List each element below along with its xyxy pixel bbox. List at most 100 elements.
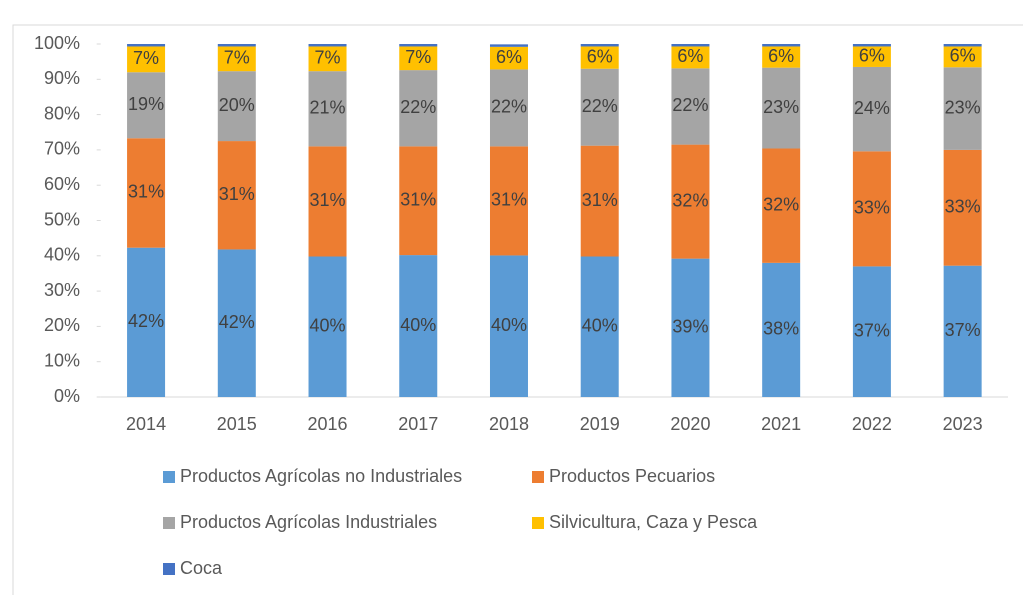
bar-segment [399, 255, 438, 397]
x-tick-label: 2020 [670, 414, 710, 434]
y-tick-label: 50% [44, 209, 80, 229]
bar-segment [943, 46, 982, 68]
bar-segment [217, 44, 256, 47]
y-tick-label: 60% [44, 174, 80, 194]
value-label: 7% [224, 48, 250, 68]
bar-segment [671, 44, 710, 47]
bar-segment [308, 71, 347, 147]
bar-segment [127, 46, 166, 73]
value-label: 6% [768, 46, 794, 66]
y-tick-label: 0% [54, 386, 80, 406]
bar-segment [217, 46, 256, 72]
value-label: 19% [128, 94, 164, 114]
value-label: 33% [854, 198, 890, 218]
bar-segment [217, 71, 256, 142]
bar-segment [852, 66, 891, 152]
y-tick-label: 40% [44, 245, 80, 265]
legend-label: Productos Agrícolas Industriales [180, 512, 437, 532]
bar-segment [399, 146, 438, 256]
legend-swatch [532, 471, 544, 483]
bar-segment [127, 72, 166, 139]
bar-segment [762, 44, 801, 47]
bar-segment [127, 247, 166, 397]
bar-segment [671, 46, 710, 69]
bar-segment [399, 46, 438, 71]
bar-segment [489, 46, 528, 70]
value-label: 42% [219, 312, 255, 332]
value-label: 31% [128, 182, 164, 202]
legend-label: Coca [180, 558, 223, 578]
bar-segment [308, 146, 347, 257]
value-label: 37% [945, 320, 981, 340]
value-label: 31% [582, 190, 618, 210]
bar-segment [943, 265, 982, 397]
legend-swatch [163, 471, 175, 483]
value-label: 22% [582, 96, 618, 116]
value-label: 31% [310, 190, 346, 210]
value-label: 40% [310, 316, 346, 336]
value-label: 7% [405, 47, 431, 67]
value-label: 6% [677, 46, 703, 66]
value-label: 7% [315, 48, 341, 68]
y-tick-label: 30% [44, 280, 80, 300]
value-label: 6% [950, 46, 976, 66]
bar-segment [580, 256, 619, 397]
bar-segment [852, 44, 891, 47]
value-label: 40% [491, 315, 527, 335]
bar-segment [762, 148, 801, 263]
x-tick-label: 2015 [217, 414, 257, 434]
bar-segment [399, 44, 438, 47]
bar-segment [580, 44, 619, 47]
value-label: 33% [945, 197, 981, 217]
y-tick-label: 90% [44, 68, 80, 88]
y-tick-label: 80% [44, 103, 80, 123]
bar-segment [943, 44, 982, 47]
x-tick-label: 2016 [308, 414, 348, 434]
x-tick-label: 2022 [852, 414, 892, 434]
bar-segment [217, 141, 256, 250]
bar-segment [580, 46, 619, 69]
bar-segment [762, 262, 801, 397]
value-label: 24% [854, 98, 890, 118]
bar-segment [399, 70, 438, 147]
value-label: 31% [219, 184, 255, 204]
value-label: 31% [491, 190, 527, 210]
value-label: 6% [859, 45, 885, 65]
y-tick-label: 20% [44, 315, 80, 335]
bar-segment [308, 256, 347, 397]
bar-segment [308, 46, 347, 72]
legend-swatch [163, 517, 175, 529]
legend-swatch [163, 563, 175, 575]
value-label: 22% [400, 97, 436, 117]
bar-segment [671, 68, 710, 145]
value-label: 37% [854, 320, 890, 340]
y-tick-label: 100% [34, 33, 80, 53]
bar-segment [489, 255, 528, 397]
value-label: 6% [496, 47, 522, 67]
value-label: 32% [672, 190, 708, 210]
legend-label: Productos Agrícolas no Industriales [180, 466, 462, 486]
bar-segment [671, 258, 710, 397]
legend-swatch [532, 517, 544, 529]
bar-segment [489, 69, 528, 147]
value-label: 31% [400, 189, 436, 209]
x-tick-label: 2018 [489, 414, 529, 434]
y-tick-label: 70% [44, 139, 80, 159]
bar-segment [217, 249, 256, 397]
bar-segment [852, 266, 891, 397]
value-label: 22% [491, 97, 527, 117]
bar-segment [852, 46, 891, 67]
bar-segment [943, 149, 982, 266]
bar-segment [943, 67, 982, 150]
legend-label: Productos Pecuarios [549, 466, 715, 486]
value-label: 40% [400, 315, 436, 335]
value-label: 7% [133, 48, 159, 68]
y-tick-label: 10% [44, 350, 80, 370]
bar-segment [580, 68, 619, 146]
value-label: 38% [763, 319, 799, 339]
value-label: 23% [945, 97, 981, 117]
bar-segment [580, 145, 619, 257]
bar-segment [308, 44, 347, 47]
x-tick-label: 2014 [126, 414, 166, 434]
